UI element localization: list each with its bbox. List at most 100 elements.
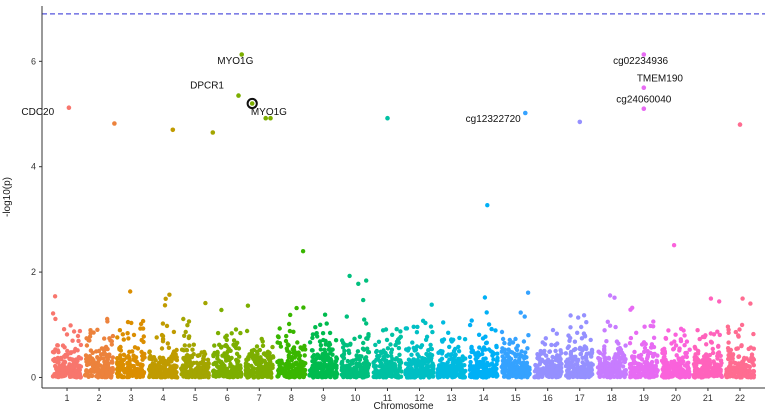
snp-point (301, 363, 306, 368)
snp-point (717, 332, 722, 338)
snp-point (398, 329, 403, 334)
snp-point (438, 358, 443, 363)
x-tick-label: 19 (639, 393, 649, 403)
y-tick-label: 0 (31, 372, 36, 382)
snp-point (323, 342, 328, 347)
snp-point (469, 374, 474, 380)
snp-point (386, 363, 392, 369)
snp-point (246, 354, 251, 360)
snp-point (558, 356, 563, 362)
snp-point (563, 351, 568, 356)
snp-point (413, 372, 418, 378)
snp-point (678, 326, 684, 331)
snp-point (295, 368, 300, 373)
snp-point (230, 364, 235, 369)
snp-point (108, 375, 114, 380)
snp-point (570, 354, 575, 359)
snp-point (295, 340, 300, 345)
annotation-label: TMEM190 (637, 73, 684, 84)
y-tick-label: 4 (31, 162, 36, 172)
snp-point (489, 373, 495, 378)
snp-point (107, 336, 112, 341)
snp-point (75, 348, 80, 353)
snp-point (742, 355, 747, 361)
snp-point (104, 354, 110, 359)
snp-point (467, 322, 473, 328)
snp-point (324, 321, 329, 326)
snp-point (708, 296, 714, 301)
snp-point (354, 367, 359, 372)
snp-point (639, 357, 645, 362)
chromosome-6-points (211, 307, 244, 380)
snp-point (462, 363, 467, 368)
snp-point (126, 353, 131, 359)
x-tick-label: 10 (350, 393, 360, 403)
snp-point (288, 372, 294, 378)
snp-point (235, 372, 240, 378)
snp-point (410, 340, 415, 345)
snp-point (358, 365, 363, 370)
snp-point (364, 321, 369, 326)
snp-point (106, 361, 111, 366)
snp-point (597, 358, 602, 363)
snp-point (152, 365, 157, 370)
snp-point (361, 347, 367, 352)
snp-point (483, 334, 488, 339)
snp-point (302, 353, 307, 358)
snp-point (394, 327, 399, 332)
snp-point (101, 346, 106, 351)
snp-point (182, 333, 187, 338)
snp-point (385, 346, 391, 351)
snp-point (283, 364, 288, 369)
snp-point (630, 305, 635, 310)
snp-point (184, 360, 189, 366)
snp-point (480, 347, 485, 353)
x-tick-label: 2 (97, 393, 102, 403)
snp-point (420, 318, 426, 323)
snp-point (740, 359, 745, 365)
snp-point (290, 347, 295, 352)
snp-point (524, 360, 530, 365)
snp-point (573, 362, 578, 367)
snp-point (538, 348, 543, 354)
snp-point (734, 374, 739, 380)
snp-point (244, 365, 249, 370)
snp-point (489, 326, 494, 332)
snp-point (163, 359, 168, 365)
snp-point (581, 313, 587, 318)
snp-point (139, 349, 144, 355)
snp-point (186, 319, 192, 324)
snp-point (718, 358, 724, 363)
snp-point (307, 340, 313, 345)
snp-point (117, 345, 122, 351)
snp-point (184, 347, 189, 353)
snp-point (55, 343, 60, 348)
snp-point (579, 324, 584, 330)
snp-point (160, 374, 165, 379)
snp-point (555, 366, 560, 371)
snp-point (154, 374, 160, 380)
snp-point (614, 339, 620, 344)
snp-point (314, 356, 319, 361)
chromosome-5-points (179, 300, 211, 380)
snp-point (223, 343, 228, 348)
snp-point (84, 343, 90, 348)
snp-point (613, 363, 619, 369)
snp-point (343, 364, 348, 369)
snp-point (555, 341, 560, 346)
snp-point (100, 351, 106, 357)
snp-point (171, 350, 176, 355)
snp-point (90, 367, 96, 372)
snp-point (703, 352, 709, 357)
snp-point (717, 299, 722, 304)
chromosome-17-points (563, 313, 595, 380)
snp-point (313, 325, 318, 330)
snp-point (366, 350, 372, 355)
snp-point (672, 339, 677, 344)
snp-point (203, 373, 209, 379)
snp-point (286, 321, 292, 327)
snp-point (86, 357, 91, 362)
snp-point (327, 330, 333, 336)
snp-point (500, 354, 505, 359)
snp-point (78, 342, 84, 348)
